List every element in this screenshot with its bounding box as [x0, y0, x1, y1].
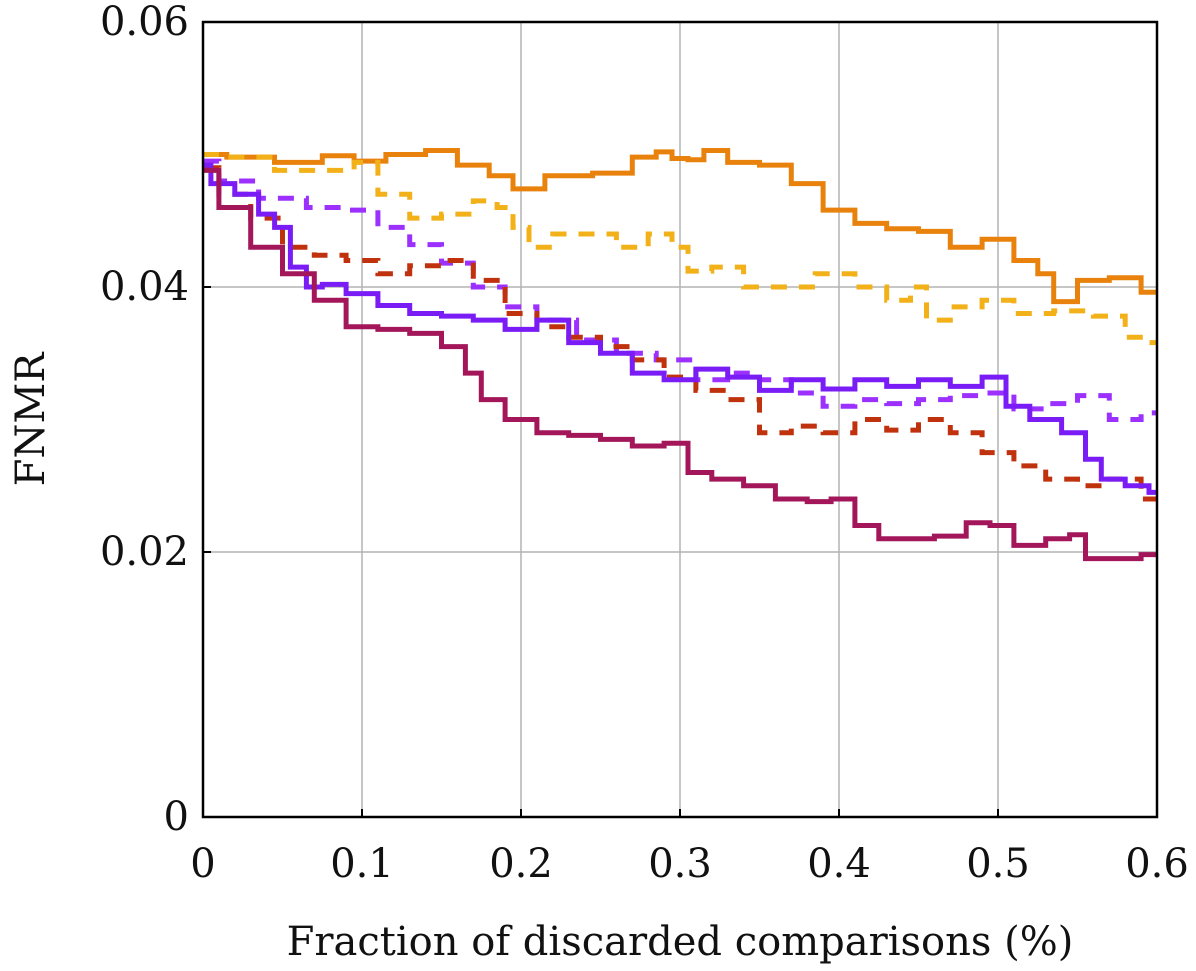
y-tick-label: 0.06	[100, 0, 189, 45]
grid	[203, 22, 1157, 817]
y-axis-title: FNMR	[8, 351, 54, 487]
x-tick-label: 0.4	[807, 841, 871, 887]
y-tick-label: 0.04	[100, 264, 189, 310]
x-tick-label: 0.3	[648, 841, 712, 887]
x-axis-title: Fraction of discarded comparisons (%)	[287, 919, 1074, 965]
series-line-orange-solid	[203, 148, 1157, 305]
series-line-maroon-solid	[203, 167, 1157, 562]
series-line-red-dashed	[203, 165, 1157, 502]
x-tick-label: 0	[190, 841, 215, 887]
x-axis-ticks: 0 0.1 0.2 0.3 0.4 0.5 0.6	[190, 809, 1189, 887]
x-tick-label: 0.5	[966, 841, 1030, 887]
x-tick-label: 0.1	[330, 841, 394, 887]
y-tick-label: 0	[164, 794, 189, 840]
series-line-yellow-dashed	[203, 152, 1157, 346]
series-group	[203, 148, 1157, 562]
y-axis-ticks: 0 0.02 0.04 0.06	[100, 0, 211, 840]
y-tick-label: 0.02	[100, 529, 189, 575]
x-tick-label: 0.6	[1125, 841, 1189, 887]
x-tick-label: 0.2	[489, 841, 553, 887]
series-line-purple-solid	[203, 162, 1157, 495]
